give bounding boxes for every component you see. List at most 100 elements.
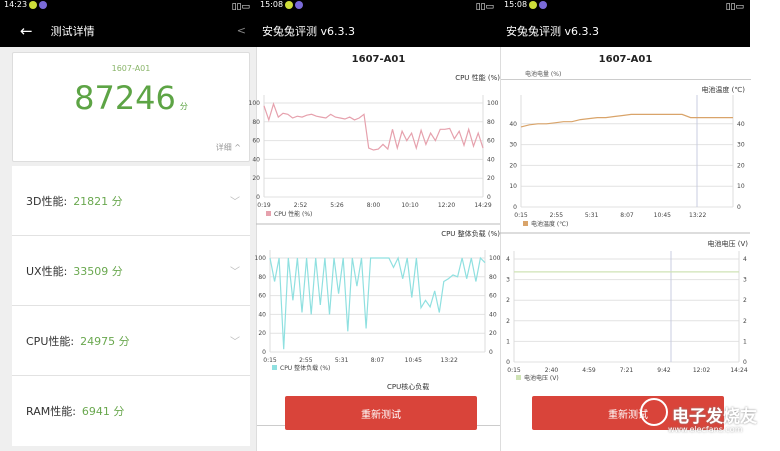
- y-tick-label-right: 60: [489, 293, 497, 300]
- chevron-down-icon: ﹀: [230, 337, 240, 348]
- app-header: ← 测试详情 <: [0, 14, 256, 47]
- y-tick-label: 1: [506, 338, 510, 345]
- back-arrow-icon[interactable]: ←: [20, 21, 33, 40]
- notification-icon: [39, 0, 48, 9]
- notification-icon: [29, 0, 38, 9]
- total-score: 87246: [74, 79, 176, 117]
- y-tick-label: 4: [506, 256, 510, 263]
- status-bar: 15:08 ▯▯▭: [500, 0, 750, 14]
- battery-charts-pane: 1607-A01 电池电量 (%) 重新测试: [500, 47, 751, 451]
- detail-toggle[interactable]: 详细 ^: [215, 143, 241, 152]
- chart-legend: 电池电量 (%): [525, 71, 562, 78]
- series-line: [520, 113, 733, 128]
- score-row-cpu[interactable]: CPU性能: 24975 分 ﹀: [12, 306, 250, 376]
- x-tick-label: 0:15: [507, 367, 521, 374]
- chevron-down-icon: ﹀: [230, 197, 240, 208]
- y-tick-label-right: 2: [743, 318, 747, 325]
- row-value: 21821 分: [73, 194, 123, 208]
- y-tick-label-right: 4: [743, 256, 747, 263]
- chart-title: CPU核心负载: [387, 383, 430, 391]
- chevron-down-icon: ﹀: [230, 267, 240, 278]
- y-tick-label: 40: [509, 121, 517, 128]
- status-time: 15:08: [504, 0, 528, 9]
- legend-swatch: [523, 221, 528, 226]
- notification-icon: [285, 0, 294, 9]
- notification-icon: [529, 0, 538, 9]
- notification-icon: [295, 0, 304, 9]
- legend-swatch: [266, 211, 271, 216]
- battery-icon: ▯▯▭: [475, 2, 494, 12]
- notification-icon: [539, 0, 548, 9]
- y-tick-label: 100: [249, 100, 261, 107]
- row-value: 6941 分: [81, 405, 125, 418]
- page-title: 测试详情: [50, 24, 95, 38]
- legend-label: 电池电压 (V): [524, 374, 559, 382]
- y-tick-label-right: 0: [487, 194, 491, 201]
- x-tick-label: 2:52: [294, 202, 308, 209]
- app-header: 安兔兔评测 v6.3.3: [500, 14, 750, 47]
- y-tick-label: 0: [513, 204, 517, 211]
- x-tick-label: 13:22: [441, 357, 458, 364]
- battery-icon: ▯▯▭: [725, 2, 744, 12]
- score-unit: 分: [179, 102, 188, 111]
- watermark-logo: [640, 398, 668, 426]
- x-tick-label: 10:10: [401, 202, 418, 209]
- legend-swatch: [272, 365, 277, 370]
- legend-label: CPU 整体负载 (%): [280, 364, 330, 372]
- series-line: [269, 256, 486, 350]
- device-name: 1607-A01: [598, 54, 653, 65]
- share-icon[interactable]: <: [236, 24, 246, 37]
- status-time: 15:08: [260, 0, 284, 9]
- watermark-text: 电子发烧友: [672, 407, 757, 427]
- retest-button[interactable]: 重新测试: [532, 396, 724, 430]
- y-tick-label-right: 100: [487, 100, 499, 107]
- y-tick-label: 3: [506, 277, 510, 284]
- x-tick-label: 5:26: [330, 202, 344, 209]
- page-title: 安兔兔评测 v6.3.3: [506, 24, 599, 38]
- y-tick-label: 100: [255, 255, 267, 262]
- x-tick-label: 10:45: [405, 357, 422, 364]
- y-tick-label-right: 1: [743, 338, 747, 345]
- x-tick-label: 12:02: [693, 367, 710, 374]
- x-tick-label: 2:55: [550, 212, 564, 219]
- y-tick-label: 80: [252, 119, 260, 126]
- status-bar: 14:23 ▯▯▭: [0, 0, 256, 14]
- page-title: 安兔兔评测 v6.3.3: [262, 24, 355, 38]
- x-tick-label: 13:22: [689, 212, 706, 219]
- y-tick-label-right: 60: [487, 138, 495, 145]
- x-tick-label: 0:15: [263, 357, 277, 364]
- legend-label: CPU 性能 (%): [274, 210, 312, 218]
- score-row-3d[interactable]: 3D性能: 21821 分 ﹀: [12, 166, 250, 236]
- series-line: [263, 101, 484, 151]
- x-tick-label: 8:07: [620, 212, 634, 219]
- y-tick-label-right: 30: [737, 142, 745, 149]
- y-tick-label-right: 20: [737, 162, 745, 169]
- y-tick-label: 30: [509, 142, 517, 149]
- retest-button[interactable]: 重新测试: [285, 396, 477, 430]
- y-tick-label: 0: [262, 349, 266, 356]
- status-time: 14:23: [4, 0, 28, 9]
- y-tick-label: 0: [506, 359, 510, 366]
- row-label: CPU性能:: [26, 334, 75, 348]
- x-tick-label: 5:31: [585, 212, 599, 219]
- score-row-ux[interactable]: UX性能: 33509 分 ﹀: [12, 236, 250, 306]
- x-tick-label: 7:21: [620, 367, 634, 374]
- row-value: 33509 分: [73, 264, 123, 278]
- y-tick-label-right: 80: [487, 119, 495, 126]
- y-tick-label-right: 80: [489, 274, 497, 281]
- x-tick-label: 0:15: [514, 212, 528, 219]
- y-tick-label: 20: [258, 330, 266, 337]
- y-tick-label-right: 40: [737, 121, 745, 128]
- y-tick-label-right: 0: [743, 359, 747, 366]
- y-tick-label-right: 40: [487, 156, 495, 163]
- score-row-ram[interactable]: RAM性能: 6941 分: [12, 376, 250, 446]
- score-card: 1607-A01 87246 分 详细 ^: [12, 52, 250, 162]
- y-tick-label: 60: [252, 138, 260, 145]
- battery-icon: ▯▯▭: [231, 2, 250, 12]
- y-tick-label-right: 3: [743, 277, 747, 284]
- x-tick-label: 5:31: [335, 357, 349, 364]
- y-tick-label-right: 10: [737, 183, 745, 190]
- device-name: 1607-A01: [351, 54, 406, 65]
- legend-label: 电池温度 (℃): [531, 220, 568, 228]
